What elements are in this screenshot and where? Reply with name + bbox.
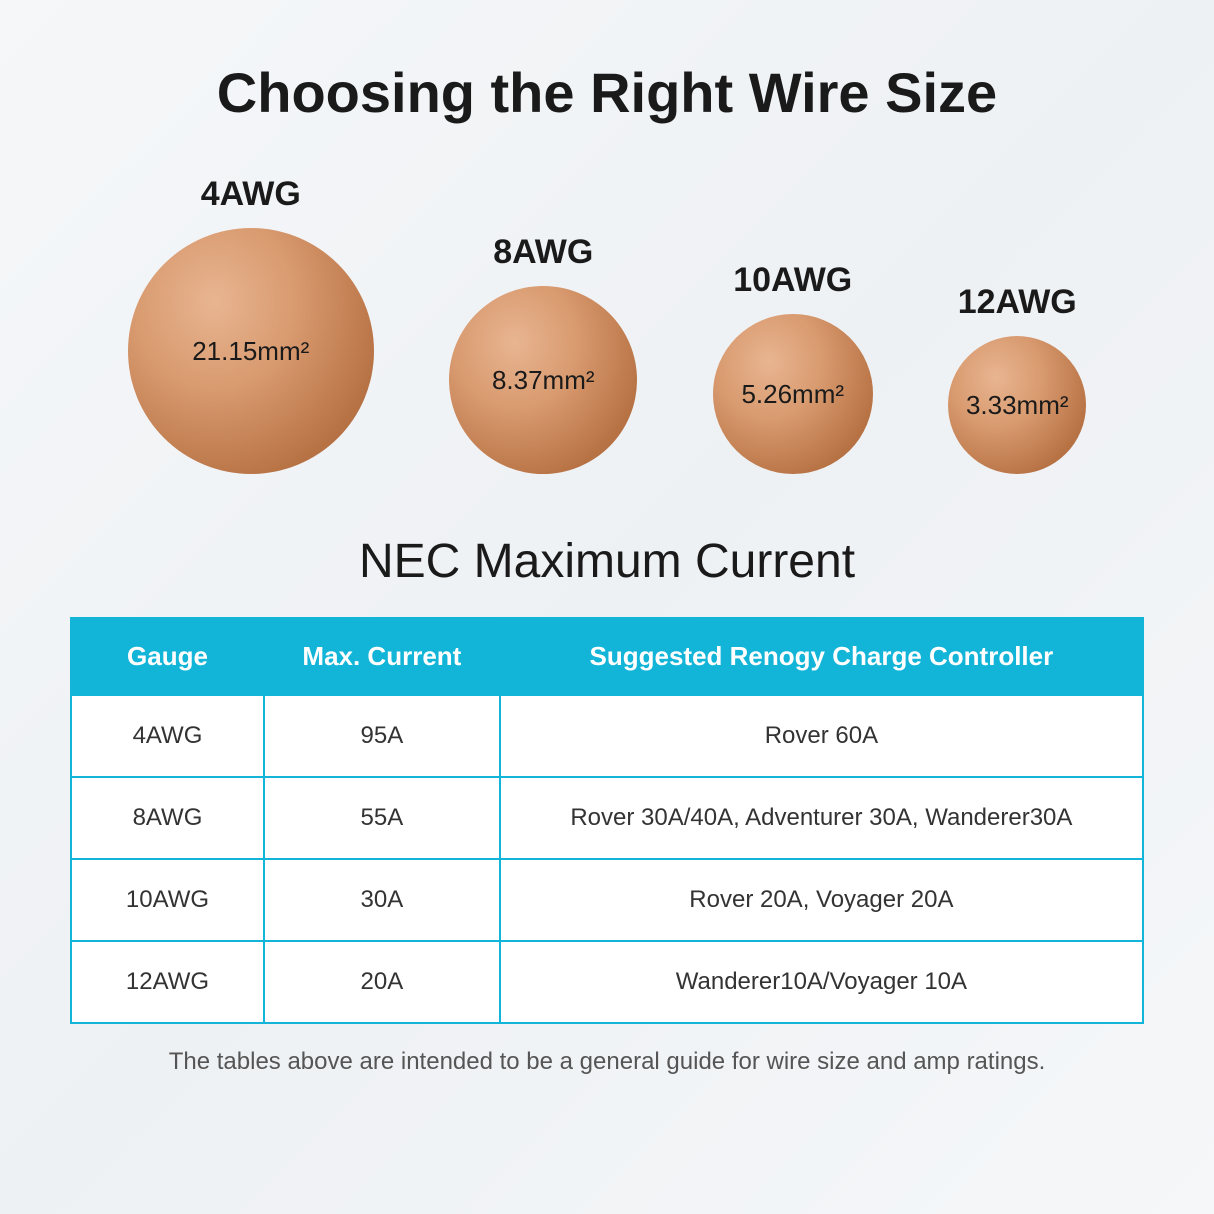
table-row: 10AWG 30A Rover 20A, Voyager 20A [71, 859, 1143, 941]
wire-circle-12awg: 12AWG 3.33mm² [948, 283, 1086, 474]
wire-area: 21.15mm² [192, 336, 309, 367]
table-row: 4AWG 95A Rover 60A [71, 695, 1143, 777]
wire-cross-section-icon: 3.33mm² [948, 336, 1086, 474]
col-header-max-current: Max. Current [264, 618, 500, 695]
cell-gauge: 8AWG [71, 777, 264, 859]
wire-area: 3.33mm² [966, 390, 1069, 421]
wire-cross-section-icon: 5.26mm² [713, 314, 873, 474]
cell-gauge: 4AWG [71, 695, 264, 777]
wire-cross-section-icon: 8.37mm² [449, 286, 637, 474]
cell-gauge: 12AWG [71, 941, 264, 1023]
wire-label: 10AWG [733, 261, 852, 300]
table-row: 8AWG 55A Rover 30A/40A, Adventurer 30A, … [71, 777, 1143, 859]
wire-label: 12AWG [958, 283, 1077, 322]
wire-circle-8awg: 8AWG 8.37mm² [449, 233, 637, 474]
cell-max-current: 20A [264, 941, 500, 1023]
cell-controller: Rover 30A/40A, Adventurer 30A, Wanderer3… [500, 777, 1143, 859]
wire-area: 8.37mm² [492, 365, 595, 396]
wire-circle-4awg: 4AWG 21.15mm² [128, 175, 374, 474]
cell-max-current: 30A [264, 859, 500, 941]
footnote: The tables above are intended to be a ge… [70, 1048, 1144, 1076]
page-title: Choosing the Right Wire Size [70, 60, 1144, 125]
col-header-gauge: Gauge [71, 618, 264, 695]
cell-controller: Rover 20A, Voyager 20A [500, 859, 1143, 941]
table-header-row: Gauge Max. Current Suggested Renogy Char… [71, 618, 1143, 695]
cell-gauge: 10AWG [71, 859, 264, 941]
wire-area: 5.26mm² [741, 379, 844, 410]
nec-current-table: Gauge Max. Current Suggested Renogy Char… [70, 617, 1144, 1024]
wire-circles-row: 4AWG 21.15mm² 8AWG 8.37mm² 10AWG 5.26mm²… [70, 175, 1144, 474]
cell-max-current: 55A [264, 777, 500, 859]
wire-circle-10awg: 10AWG 5.26mm² [713, 261, 873, 474]
wire-label: 8AWG [493, 233, 593, 272]
cell-controller: Wanderer10A/Voyager 10A [500, 941, 1143, 1023]
cell-controller: Rover 60A [500, 695, 1143, 777]
cell-max-current: 95A [264, 695, 500, 777]
col-header-controller: Suggested Renogy Charge Controller [500, 618, 1143, 695]
table-title: NEC Maximum Current [70, 534, 1144, 589]
wire-label: 4AWG [201, 175, 301, 214]
table-row: 12AWG 20A Wanderer10A/Voyager 10A [71, 941, 1143, 1023]
wire-cross-section-icon: 21.15mm² [128, 228, 374, 474]
